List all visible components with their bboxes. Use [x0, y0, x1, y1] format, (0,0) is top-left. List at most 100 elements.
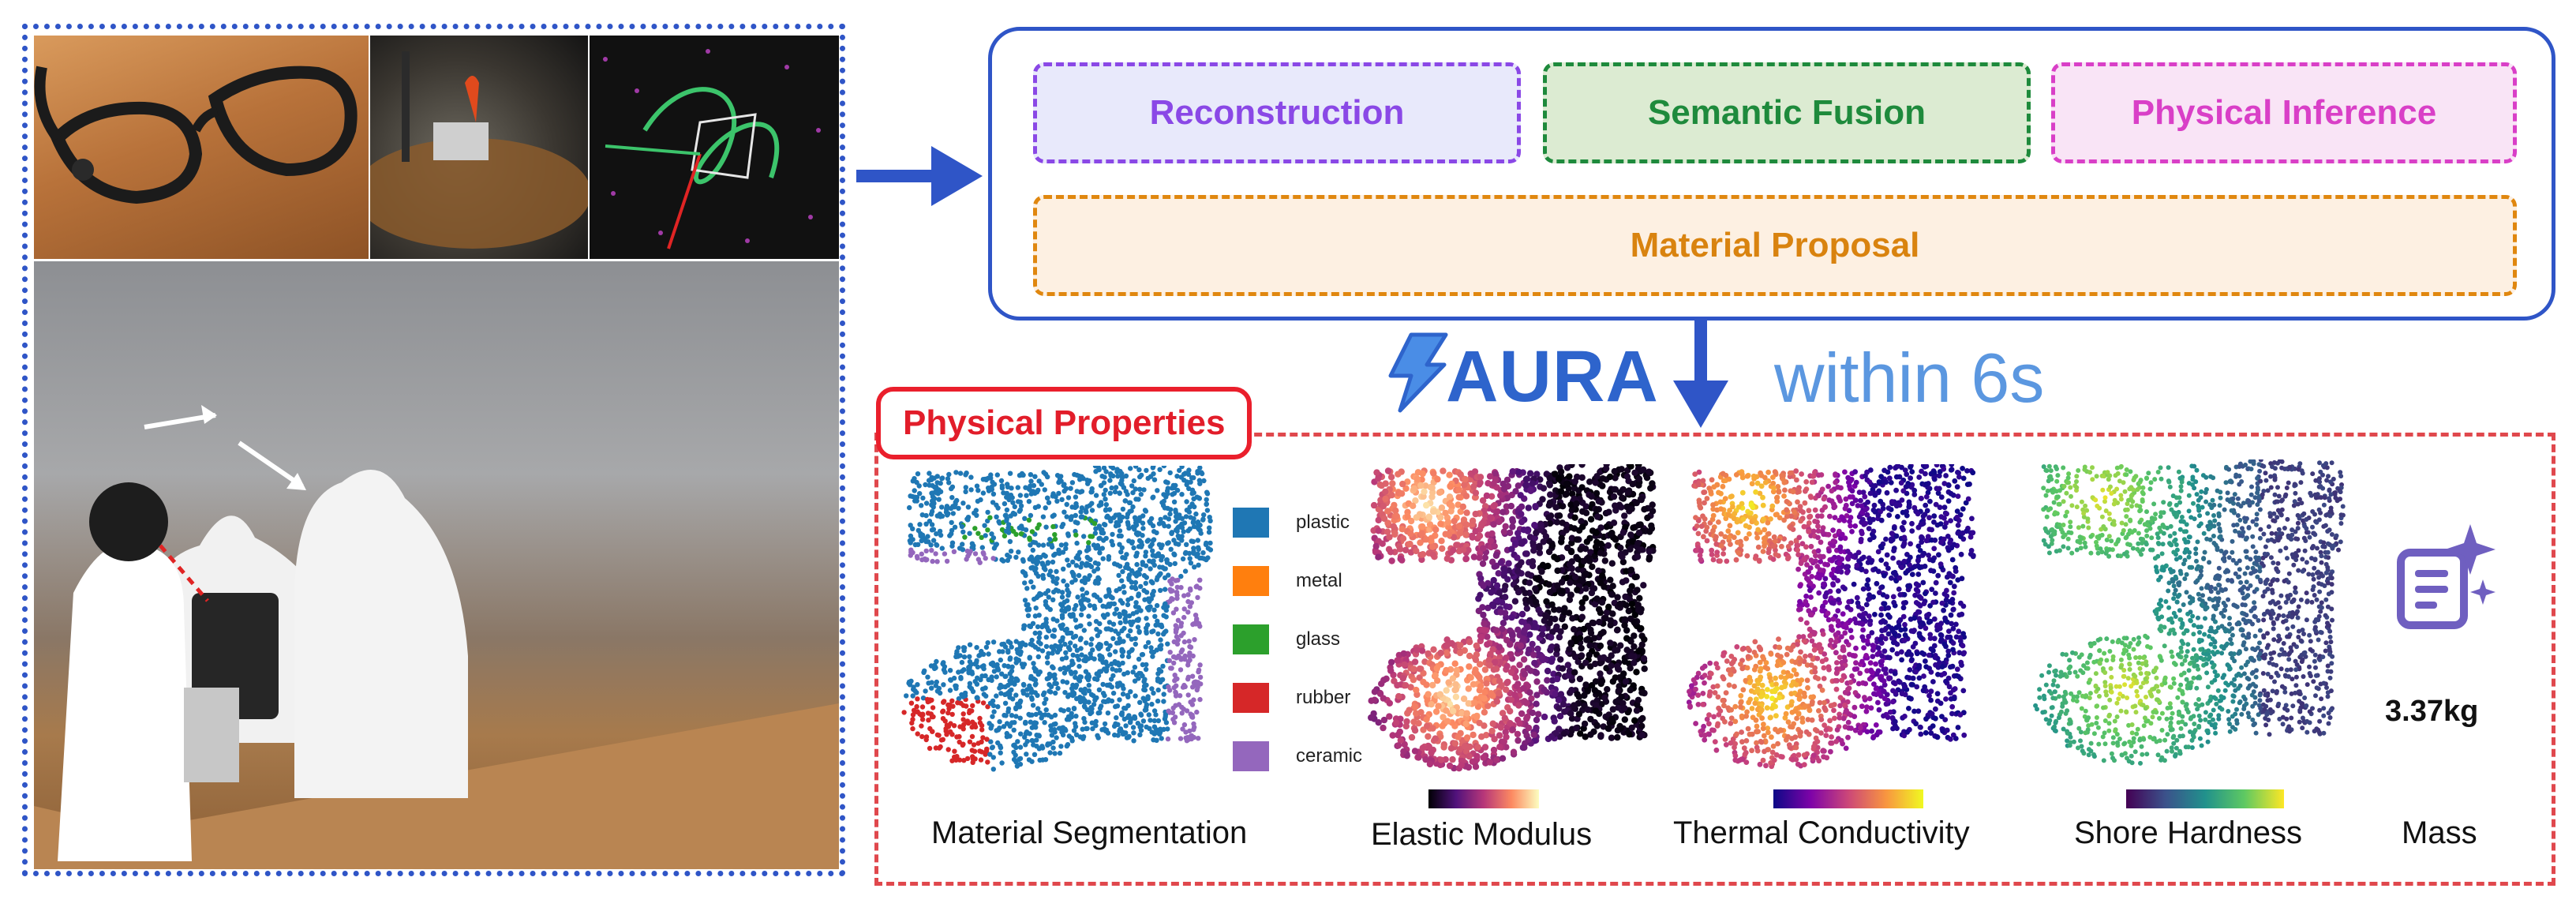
point — [1063, 542, 1069, 547]
point — [1108, 627, 1114, 632]
point — [1115, 474, 1121, 479]
point — [1631, 659, 1638, 666]
point — [1180, 556, 1186, 562]
point — [1399, 480, 1406, 488]
point — [1002, 663, 1007, 669]
point — [1133, 635, 1138, 642]
point — [1526, 631, 1533, 638]
point — [1518, 642, 1525, 650]
point — [1728, 542, 1733, 547]
point — [1536, 549, 1544, 557]
point — [1438, 504, 1446, 512]
point — [1456, 649, 1464, 657]
point — [1530, 651, 1537, 658]
point — [1893, 487, 1899, 493]
point — [1078, 612, 1084, 618]
point — [1022, 580, 1028, 586]
point — [1123, 706, 1129, 711]
point — [1619, 579, 1627, 586]
point — [1415, 720, 1422, 727]
point — [1513, 683, 1520, 690]
point — [1095, 677, 1100, 682]
point — [1087, 621, 1092, 627]
point — [1151, 477, 1158, 482]
point — [1192, 637, 1197, 643]
point — [1134, 609, 1140, 615]
point — [1455, 523, 1462, 530]
point — [1621, 704, 1628, 712]
point — [1184, 479, 1190, 485]
point — [1178, 620, 1185, 626]
point — [1097, 535, 1103, 541]
point — [1118, 549, 1124, 555]
point — [1084, 590, 1090, 596]
point — [1007, 538, 1013, 545]
point — [1013, 676, 1020, 682]
point — [1391, 530, 1398, 537]
point — [1481, 620, 1488, 628]
point — [1928, 688, 1934, 695]
point — [986, 651, 991, 657]
point — [1026, 517, 1032, 523]
point — [1614, 662, 1621, 670]
point — [1140, 526, 1146, 531]
point — [1466, 752, 1473, 760]
point — [1533, 692, 1541, 699]
point — [1623, 647, 1631, 654]
point — [929, 522, 935, 527]
point — [1552, 690, 1559, 697]
point — [1087, 562, 1092, 568]
point — [1485, 480, 1492, 487]
point — [1147, 596, 1153, 602]
point — [1375, 527, 1382, 534]
point — [1483, 492, 1491, 500]
point — [1172, 560, 1178, 567]
point — [1183, 729, 1189, 735]
point — [939, 504, 945, 510]
point — [1027, 623, 1032, 629]
point — [998, 682, 1003, 688]
point — [1923, 658, 1928, 664]
point — [1110, 531, 1115, 538]
point — [1185, 592, 1191, 598]
point — [1943, 473, 1949, 478]
point — [964, 557, 969, 562]
point — [1477, 474, 1485, 481]
point — [1151, 471, 1156, 477]
point — [1795, 499, 1800, 505]
point — [1389, 732, 1396, 739]
point — [1073, 674, 1078, 680]
point — [1133, 586, 1139, 591]
point — [1531, 624, 1538, 631]
point — [1100, 613, 1106, 618]
point — [1113, 703, 1118, 710]
point — [1062, 641, 1068, 647]
point — [961, 654, 968, 660]
point — [1042, 564, 1047, 569]
point — [967, 739, 973, 744]
point — [965, 504, 972, 510]
point — [1585, 635, 1592, 643]
point — [1136, 617, 1141, 623]
point — [1186, 736, 1192, 741]
point — [1060, 732, 1066, 738]
point — [1488, 493, 1496, 500]
point — [1011, 727, 1017, 733]
point — [929, 680, 934, 685]
point — [1964, 482, 1971, 487]
point — [1380, 677, 1387, 684]
point — [1165, 485, 1171, 491]
point — [1082, 699, 1088, 705]
point — [1126, 650, 1132, 655]
point — [915, 527, 921, 534]
point — [1518, 610, 1526, 618]
point — [1406, 707, 1413, 714]
point — [1063, 655, 1069, 661]
point — [999, 671, 1005, 677]
point — [1939, 714, 1945, 719]
point — [1127, 720, 1133, 725]
point — [1754, 740, 1759, 746]
point — [1024, 752, 1029, 757]
point — [1114, 519, 1119, 526]
point — [1065, 495, 1072, 500]
